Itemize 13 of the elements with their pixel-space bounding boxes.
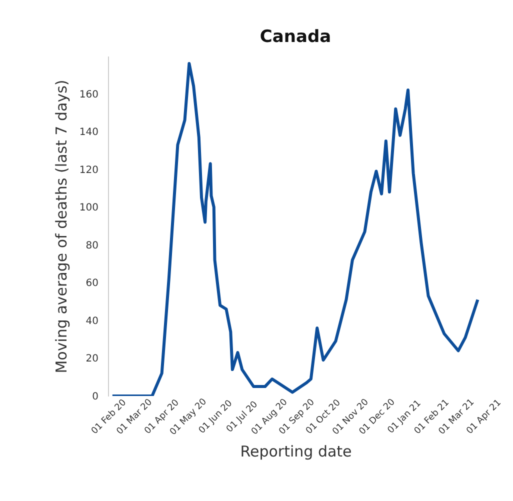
y-tick-label: 80 bbox=[86, 240, 98, 252]
chart-title: Canada bbox=[260, 27, 332, 47]
y-tick-label: 140 bbox=[79, 127, 98, 138]
x-axis-title: Reporting date bbox=[240, 442, 352, 461]
y-axis-title: Moving average of deaths (last 7 days) bbox=[52, 80, 70, 374]
y-tick-label: 60 bbox=[86, 278, 98, 290]
line-series bbox=[110, 62, 480, 396]
y-tick-label: 100 bbox=[79, 202, 98, 214]
y-tick-label: 0 bbox=[92, 392, 98, 402]
y-tick-label: 160 bbox=[79, 89, 98, 100]
y-tick-label: 120 bbox=[79, 164, 98, 176]
y-tick-label: 20 bbox=[86, 354, 98, 365]
y-tick-label: 40 bbox=[86, 316, 98, 327]
